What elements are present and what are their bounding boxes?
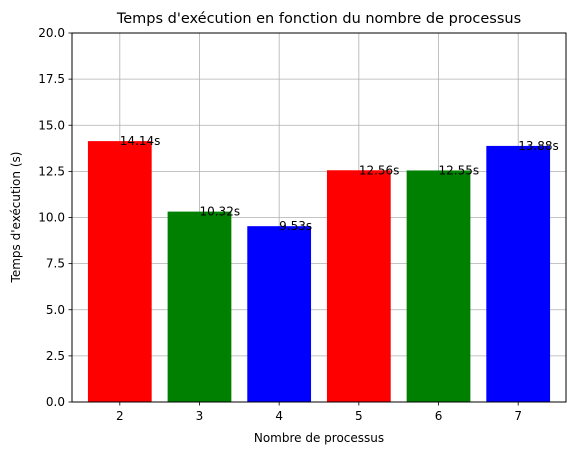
x-axis-label: Nombre de processus [254,431,384,445]
x-tick-label: 3 [196,409,204,423]
y-tick-label: 15.0 [38,118,65,132]
y-tick-label: 20.0 [38,26,65,40]
x-tick-label: 7 [514,409,522,423]
value-label-2: 14.14s [120,134,161,148]
y-tick-label: 7.5 [46,257,65,271]
x-tick-label: 6 [435,409,443,423]
bar-3 [167,211,232,402]
y-tick-label: 2.5 [46,349,65,363]
x-tick-label: 4 [275,409,283,423]
y-tick-label: 10.0 [38,211,65,225]
value-labels: 14.14s 10.32s 9.53s 12.56s 12.55s 13.88s [120,134,559,233]
y-axis: 0.0 2.5 5.0 7.5 10.0 12.5 15.0 17.5 20.0 [38,26,72,409]
x-axis: 2 3 4 5 6 7 [116,402,522,423]
chart-title: Temps d'exécution en fonction du nombre … [116,11,521,27]
bar-5 [326,170,391,402]
value-label-4: 9.53s [279,219,312,233]
y-tick-label: 5.0 [46,303,65,317]
y-tick-label: 0.0 [46,395,65,409]
x-tick-label: 5 [355,409,363,423]
bar-6 [406,170,471,402]
value-label-3: 10.32s [199,205,240,219]
x-tick-label: 2 [116,409,124,423]
y-tick-label: 17.5 [38,72,65,86]
y-tick-label: 12.5 [38,164,65,178]
bar-7 [486,145,551,402]
value-label-5: 12.56s [359,163,400,177]
bars [87,141,551,402]
value-label-6: 12.55s [439,163,480,177]
bar-4 [247,226,312,402]
bar-2 [87,141,152,402]
y-axis-label: Temps d'exécution (s) [9,152,23,284]
value-label-7: 13.88s [518,139,559,153]
